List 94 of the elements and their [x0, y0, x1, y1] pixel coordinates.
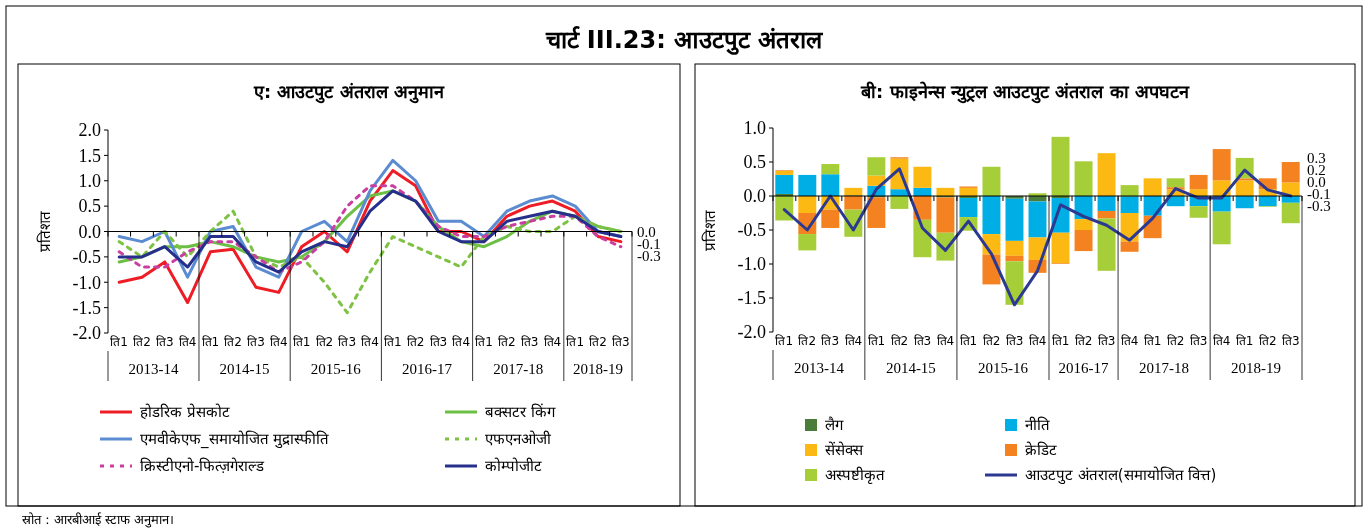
x-tick-label: ति1: [201, 335, 220, 349]
text: 2017-18: [1139, 360, 1190, 376]
text: 2016-17: [402, 361, 453, 377]
x-tick-label: ति2: [497, 335, 516, 349]
text: 2018-19: [1231, 360, 1282, 376]
x-tick-label: ति3: [429, 335, 448, 349]
y-tick-label: 1.0: [78, 171, 101, 192]
x-tick-label: ति2: [406, 335, 425, 349]
y-tick-label: -1.5: [737, 288, 766, 309]
x-tick-label: ति1: [867, 334, 886, 348]
y-tick-label: 0.5: [78, 196, 101, 217]
text: 2015-16: [310, 361, 362, 377]
y-tick-label: 1.0: [743, 118, 766, 139]
y-axis-title: प्रतिशत: [701, 209, 719, 251]
x-tick-label: ति1: [775, 334, 794, 348]
y-tick-label: -0.5: [737, 220, 766, 241]
x-tick-label: ति2: [1166, 334, 1185, 348]
x-tick-label: ति2: [133, 335, 151, 349]
x-tick-label: ति1: [1235, 334, 1254, 348]
x-tick-label: ति2: [224, 335, 243, 349]
x-tick-label: ति4: [361, 335, 379, 349]
x-tick-label: ति1: [292, 335, 311, 349]
y-tick-label: 0.5: [743, 152, 766, 173]
x-tick-label: ति4: [269, 335, 288, 349]
x-tick-label: ति3: [821, 334, 840, 348]
x-tick-label: ति3: [1005, 334, 1024, 348]
x-tick-label: ति3: [1281, 334, 1300, 348]
x-tick-label: ति4: [452, 335, 471, 349]
x-tick-label: ति2: [982, 334, 1001, 348]
x-tick-label: ति1: [959, 334, 978, 348]
x-tick-label: ति4: [1120, 334, 1139, 348]
x-tick-label: ति4: [936, 334, 955, 348]
y-tick-label: 0.0: [78, 221, 101, 242]
text: 2013-14: [128, 361, 179, 377]
text: 2014-15: [219, 361, 270, 377]
x-tick-label: ति2: [1074, 334, 1093, 348]
text: 2018-19: [572, 361, 623, 377]
legend-label: बक्सटर किंग: [485, 403, 556, 422]
chart-subtitle: ए: आउटपुट अंतराल अनुमान: [253, 81, 445, 104]
x-tick-label: ति2: [890, 334, 909, 348]
x-tick-label: ति1: [110, 335, 128, 349]
x-tick-label: ति1: [1051, 334, 1070, 348]
x-tick-label: ति3: [913, 334, 932, 348]
text: 2016-17: [1058, 360, 1110, 376]
x-tick-label: ति4: [844, 334, 863, 348]
legend-label: क्रेडिट: [1025, 441, 1057, 460]
text: चार्ट III.23: आउटपुट अंतराल: [544, 26, 825, 55]
legend-label: नीति: [1025, 416, 1050, 435]
y-tick-label: -1.0: [737, 254, 766, 275]
x-tick-label: ति4: [543, 335, 562, 349]
x-tick-label: ति3: [612, 335, 630, 349]
x-tick-label: ति2: [798, 334, 817, 348]
legend-label: एमवीकेएफ_समायोजित मुद्रास्फीति: [140, 430, 330, 450]
legend-label: एफएनओजी: [485, 430, 552, 449]
text: 2015-16: [977, 360, 1029, 376]
text: 2014-15: [885, 360, 936, 376]
y-tick-label: 2.0: [78, 120, 101, 141]
x-tick-label: ति1: [475, 335, 493, 349]
legend-label: लैग: [825, 416, 844, 435]
legend-label: सेंसेक्स: [825, 441, 864, 460]
x-tick-label: ति1: [1143, 334, 1162, 348]
x-tick-label: ति3: [1189, 334, 1208, 348]
x-tick-label: ति4: [1212, 334, 1231, 348]
x-tick-label: ति4: [178, 335, 197, 349]
x-tick-label: ति3: [247, 335, 265, 349]
y-tick-label: -1.5: [72, 297, 101, 318]
x-tick-label: ति3: [520, 335, 539, 349]
y-axis-title: प्रतिशत: [36, 211, 54, 252]
text: 2017-18: [493, 361, 544, 377]
legend-label: अस्पष्टीकृत: [825, 466, 885, 486]
x-tick-label: ति2: [315, 335, 334, 349]
y-tick-label: -1.0: [72, 272, 101, 293]
x-tick-label: ति1: [566, 335, 585, 349]
text: 0.0: [637, 223, 656, 240]
text: स्रोत : आरबीआई स्टाफ अनुमान।: [22, 512, 174, 528]
y-tick-label: 1.5: [78, 145, 101, 166]
legend-label: आउटपुट अंतराल(समायोजित वित्त): [1025, 466, 1217, 486]
x-tick-label: ति2: [589, 335, 607, 349]
x-tick-label: ति3: [338, 335, 357, 349]
y-tick-label: -0.5: [72, 247, 101, 268]
x-tick-label: ति3: [155, 335, 174, 349]
x-tick-label: ति1: [383, 335, 402, 349]
legend-label: होडरिक प्रेसकोट: [140, 403, 230, 422]
legend-label: क्रिस्टीएनो-फित्ज़गेराल्ड: [140, 457, 266, 476]
y-tick-label: 0.0: [743, 186, 766, 207]
x-tick-label: ति2: [1258, 334, 1277, 348]
x-tick-label: ति4: [1028, 334, 1047, 348]
y-tick-label: -2.0: [72, 323, 101, 344]
text: -0.3: [1307, 198, 1331, 215]
text: 2013-14: [793, 360, 845, 376]
x-tick-label: ति3: [1097, 334, 1116, 348]
chart-title: बी: फाइनेन्स न्युट्रल आउटपुट अंतराल का अपघटन: [860, 81, 1190, 104]
y-tick-label: -2.0: [737, 322, 766, 343]
legend-label: कोम्पोजीट: [485, 457, 542, 476]
